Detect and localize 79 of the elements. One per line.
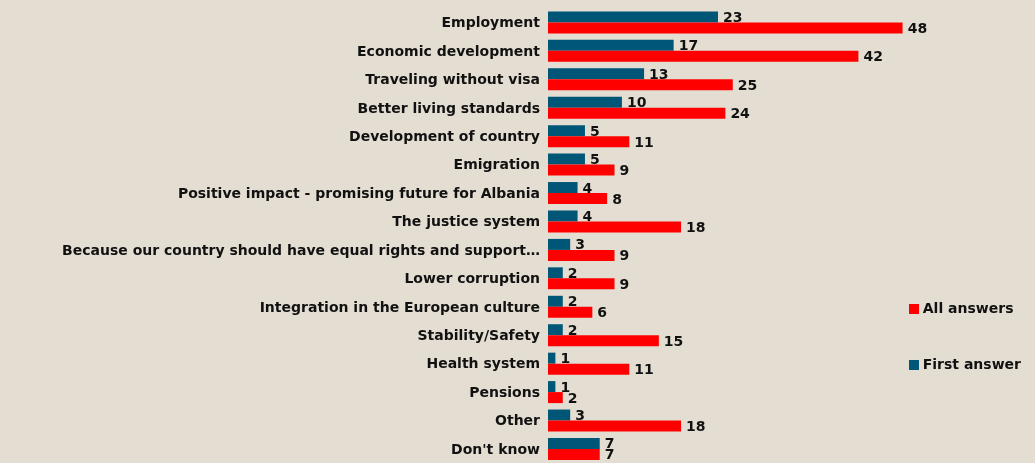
data-label: 23 [722,8,743,25]
data-label: 25 [737,76,758,93]
bar [548,50,859,62]
bar [548,306,593,318]
data-label: 4 [582,207,593,224]
y-tick-label: Development of country [349,127,540,144]
bar [548,363,630,375]
data-label: 5 [589,151,600,168]
y-tick-label: The justice system [392,213,540,230]
y-tick-label: Don't know [451,440,541,457]
y-tick-label: Better living standards [357,99,540,116]
bar [548,238,571,250]
bar [548,448,600,460]
y-tick-label: Other [495,412,541,429]
bar [548,409,571,421]
data-label: 48 [907,19,928,36]
bar [548,153,585,165]
data-label: 18 [686,418,706,435]
bar [548,182,578,194]
data-label: 3 [575,407,585,424]
data-label: 8 [612,190,622,207]
y-tick-label: Traveling without visa [365,71,540,88]
legend-label: All answers [922,300,1014,316]
data-label: 2 [567,321,578,338]
bar [548,324,563,336]
data-label: 11 [634,361,654,378]
bar [548,136,630,148]
data-label: 2 [567,293,578,310]
data-label: 9 [619,162,630,179]
bar [548,193,608,205]
bar [548,79,733,91]
bar [548,164,615,176]
data-label: 24 [730,105,751,122]
data-label: 15 [663,332,684,349]
data-label: 42 [863,48,883,65]
bar [548,107,726,119]
bar [548,335,659,347]
data-label: 2 [567,264,578,281]
data-label: 6 [597,304,608,321]
data-label: 11 [634,133,654,150]
data-label: 9 [619,275,630,292]
data-label: 10 [626,94,647,111]
y-tick-label: Because our country should have equal rights and support… [62,241,540,258]
y-tick-label: Health system [426,355,540,372]
bar [548,278,615,290]
bar [548,221,682,233]
bar [548,352,556,364]
y-tick-label: Positive impact - promising future for Albania [177,184,540,201]
y-tick-label: Emigration [453,156,540,173]
data-label: 9 [619,247,630,264]
data-label: 5 [589,122,600,139]
data-label: 18 [686,218,706,235]
data-label: 2 [567,389,578,406]
bar [548,11,718,23]
data-label: 1 [560,350,571,367]
y-tick-label: Integration in the European culture [259,298,540,315]
bar [548,249,615,261]
data-label: 17 [678,37,699,54]
bar [548,381,556,393]
y-tick-label: Stability/Safety [417,327,540,343]
y-tick-label: Lower corruption [404,270,540,287]
bar [548,68,645,80]
y-tick-label: Economic development [357,42,541,59]
y-tick-label: Pensions [469,383,540,400]
bar [548,210,578,222]
data-label: 4 [582,179,593,196]
data-label: 13 [649,65,669,82]
bar [548,125,585,137]
data-label: 3 [575,236,585,253]
bar [548,295,563,307]
y-tick-label: Employment [441,14,541,31]
legend-label: First answer [922,356,1021,372]
bar [548,22,903,34]
bar [548,420,682,432]
bar [548,39,674,51]
bar [548,267,563,279]
bar [548,96,622,108]
bar [548,437,600,449]
bar [548,392,563,404]
